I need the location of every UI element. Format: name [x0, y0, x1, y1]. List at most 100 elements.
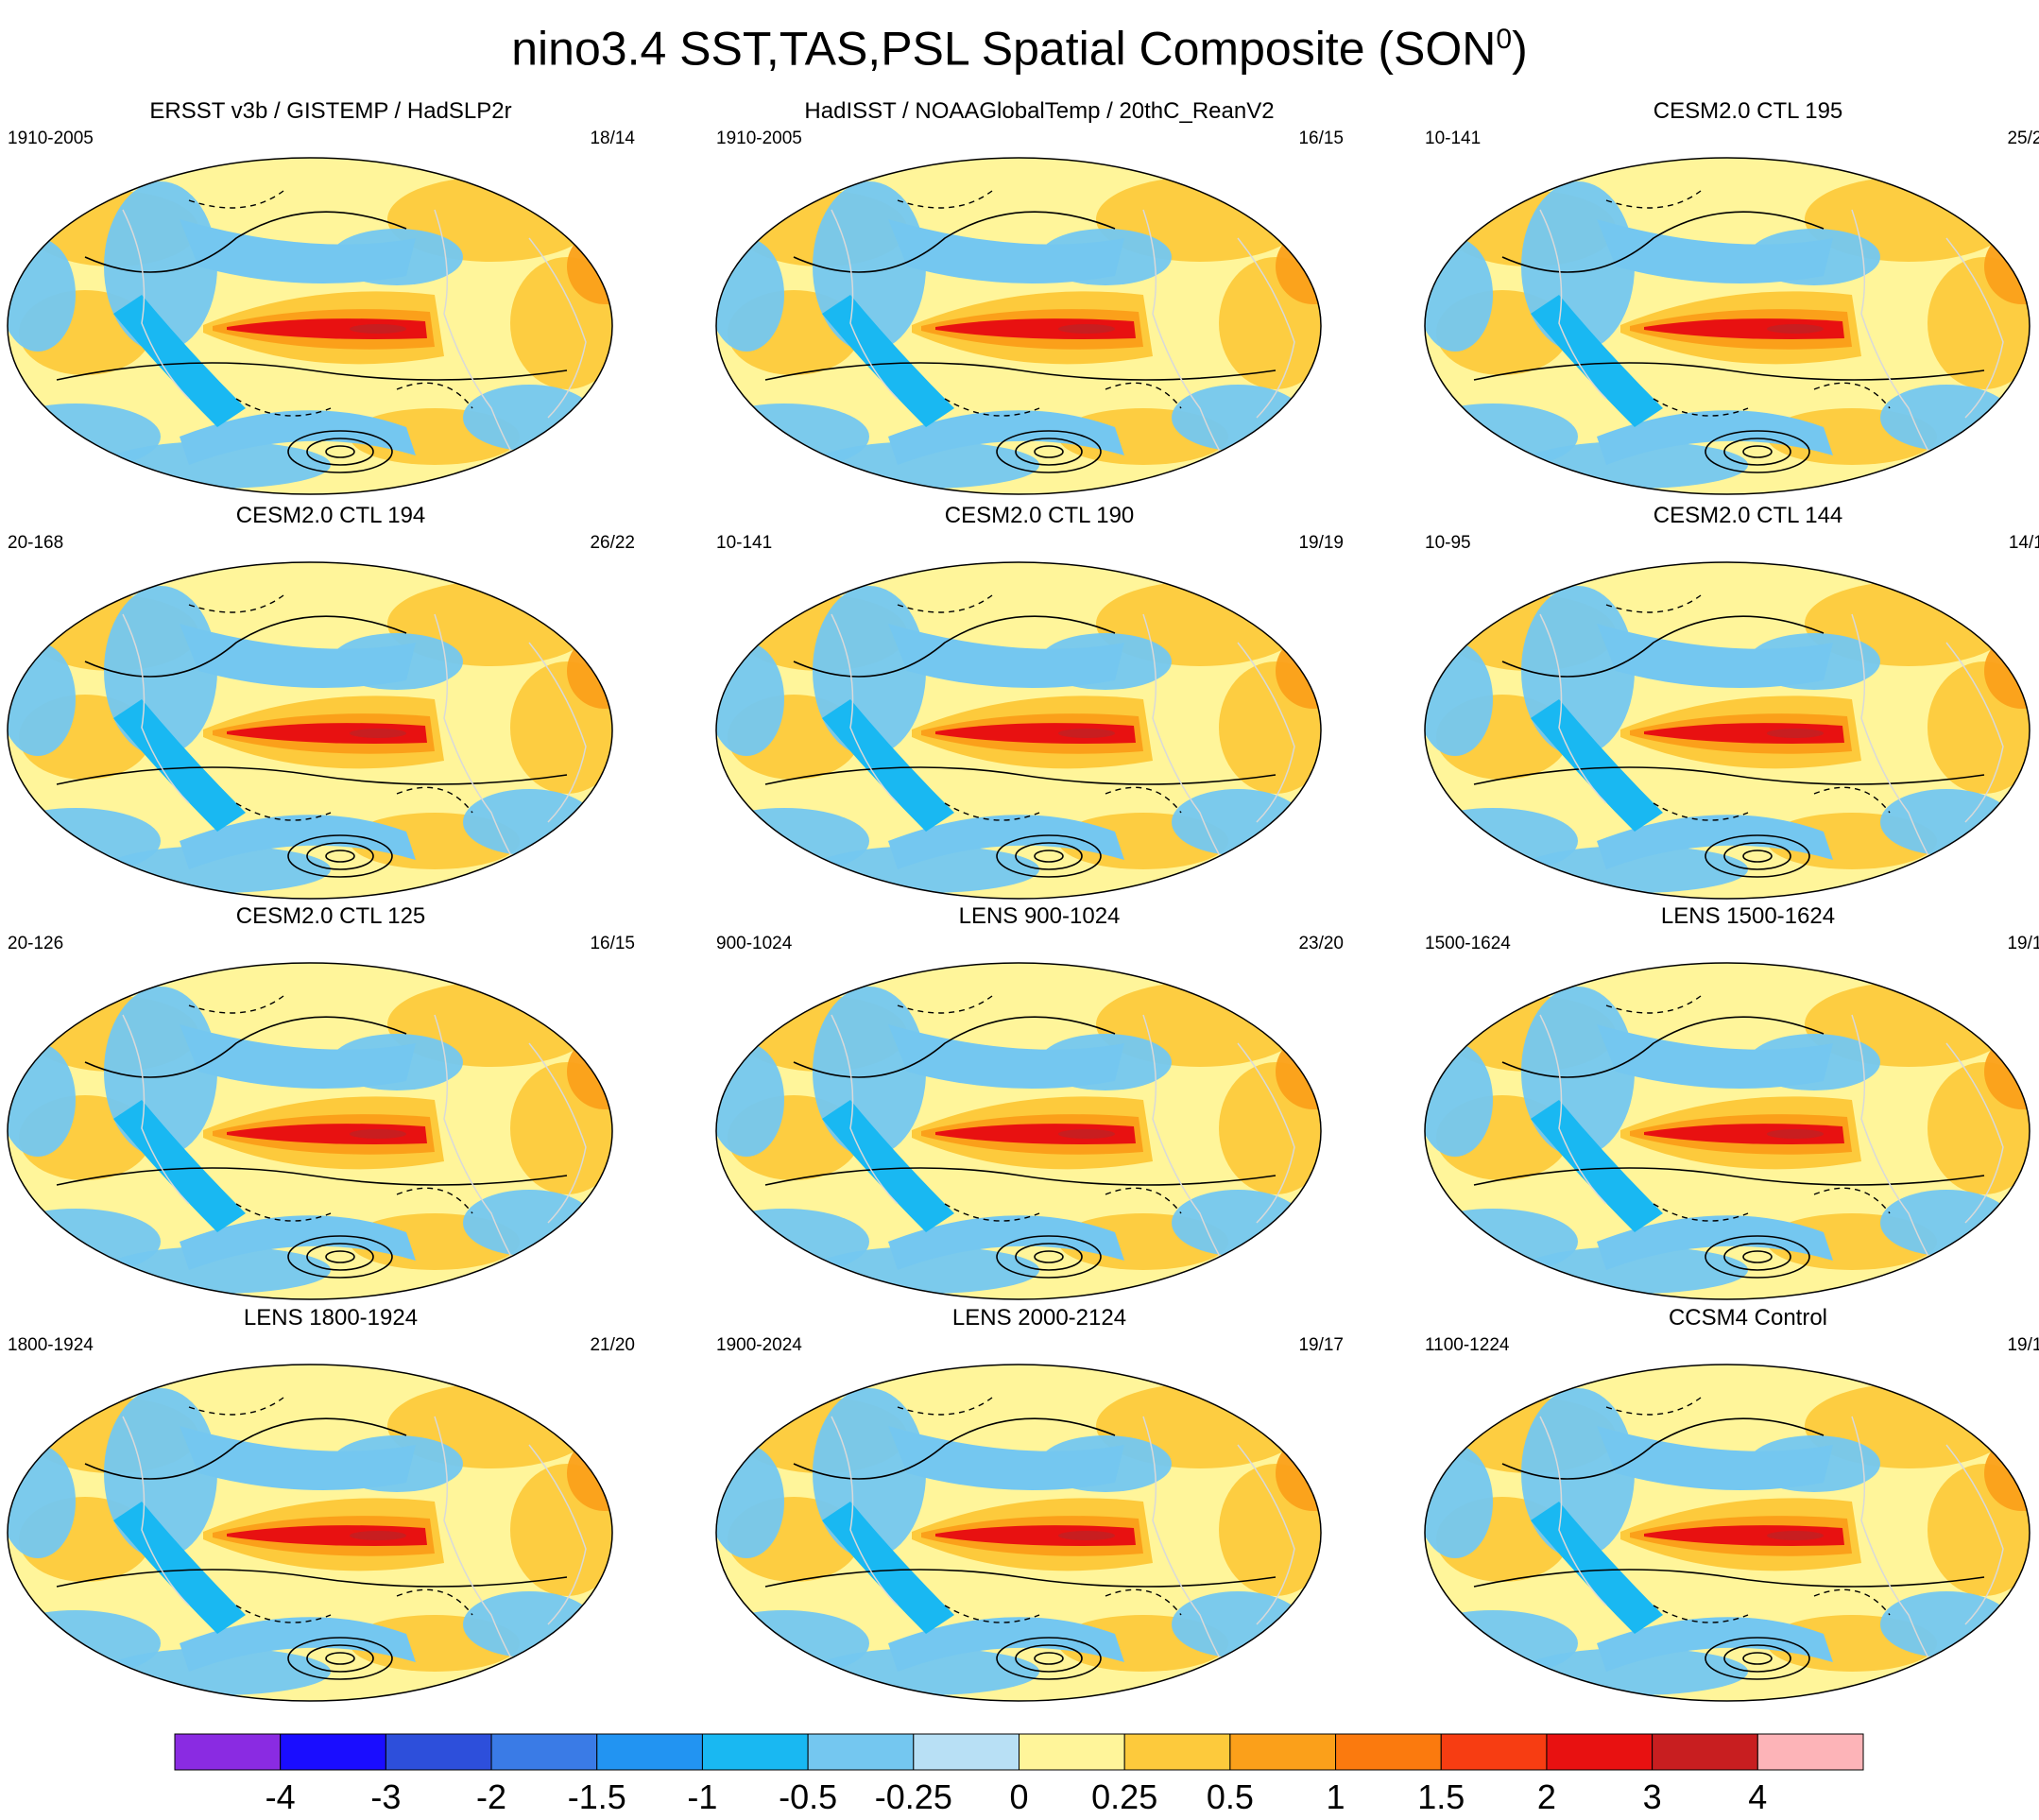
cool-horseshoe-south: [888, 815, 1124, 869]
anomaly-patch: [1880, 1591, 2013, 1657]
map-panel: LENS 900-1024 900-1024 23/20: [709, 903, 1370, 1305]
coastline: [831, 1416, 899, 1606]
coastline: [1539, 613, 1607, 804]
anomaly-patch: [1219, 1062, 1321, 1194]
cool-horseshoe-north: [888, 624, 1124, 688]
slp-contour: [287, 1637, 393, 1680]
slp-contour: [1473, 1167, 1985, 1186]
composite-map: [715, 962, 1322, 1300]
panel-years: 10-141: [1425, 129, 1482, 148]
panel-count: 14/11: [2008, 533, 2039, 553]
slp-contour: [306, 1644, 374, 1673]
coastline: [1237, 237, 1295, 419]
composite-map: [715, 561, 1322, 900]
warm-tongue-peak: [1767, 1129, 1824, 1139]
slp-contour: [1473, 766, 1985, 785]
colorbar-swatch: [596, 1733, 703, 1771]
slp-contour: [325, 445, 355, 458]
coastline: [528, 1444, 587, 1625]
colorbar-swatch: [1335, 1733, 1442, 1771]
colorbar-swatch: [385, 1733, 492, 1771]
slp-contour: [1723, 1243, 1791, 1271]
anomaly-patch: [1880, 789, 2013, 855]
cool-horseshoe-north: [1597, 624, 1833, 688]
slp-contour-negative: [235, 398, 332, 417]
slp-contour: [1015, 1644, 1083, 1673]
slp-contour-negative: [188, 594, 284, 613]
warm-tongue-peak: [1767, 324, 1824, 334]
anomaly-patch: [510, 1062, 612, 1194]
anomaly-patch: [1425, 1445, 1493, 1558]
slp-contour-negative: [897, 995, 993, 1014]
slp-contour-negative: [1605, 190, 1702, 209]
slp-contour: [1742, 850, 1773, 863]
cool-warm-pool: [113, 1100, 246, 1232]
slp-contour: [1742, 1652, 1773, 1665]
anomaly-patch: [567, 633, 612, 709]
cool-warm-pool: [822, 1100, 954, 1232]
colorbar-tick-label: 4: [1748, 1777, 1768, 1816]
coastline: [1539, 1416, 1607, 1606]
panel-count: 18/14: [590, 129, 635, 148]
composite-map: [7, 157, 613, 495]
slp-contour: [1742, 445, 1773, 458]
slp-contour: [1705, 430, 1810, 473]
cool-horseshoe-south: [1597, 1617, 1833, 1672]
cool-horseshoe-south: [180, 410, 416, 465]
map-outline: [715, 157, 1322, 495]
warm-tongue-core: [227, 723, 427, 744]
colorbar-swatch: [280, 1733, 386, 1771]
slp-contour: [793, 211, 1116, 273]
anomaly-patch: [1172, 1190, 1304, 1256]
cool-horseshoe-north: [180, 219, 416, 283]
slp-contour: [325, 1652, 355, 1665]
colorbar-tick-label: 1.5: [1417, 1777, 1465, 1816]
slp-contour: [1015, 438, 1083, 466]
colorbar-tick-label: -4: [265, 1777, 296, 1816]
colorbar-swatch: [1019, 1733, 1125, 1771]
cool-horseshoe-north: [1597, 219, 1833, 283]
figure-title: nino3.4 SST,TAS,PSL Spatial Composite (S…: [0, 11, 2039, 77]
cool-warm-pool: [113, 1502, 246, 1634]
slp-contour: [996, 430, 1102, 473]
cool-warm-pool: [1531, 295, 1663, 427]
slp-contour-negative: [188, 190, 284, 209]
colorbar-swatch: [1123, 1733, 1231, 1771]
cool-warm-pool: [822, 295, 954, 427]
slp-contour-negative: [235, 1203, 332, 1222]
map-panel: ERSST v3b / GISTEMP / HadSLP2r 1910-2005…: [0, 98, 661, 500]
cool-horseshoe-south: [1597, 1215, 1833, 1270]
slp-contour: [56, 766, 568, 785]
slp-contour: [1501, 1016, 1825, 1078]
slp-contour-negative: [1653, 802, 1749, 821]
anomaly-patch: [510, 257, 612, 389]
colorbar-swatch: [1546, 1733, 1653, 1771]
slp-contour: [1034, 1250, 1064, 1263]
slp-contour-negative: [944, 802, 1040, 821]
panel-count: 19/19: [1298, 533, 1344, 553]
anomaly-patch: [463, 1591, 595, 1657]
composite-map: [1424, 157, 2030, 495]
map-outline: [1424, 962, 2030, 1300]
warm-tongue-core: [1644, 1124, 1844, 1144]
panel-years: 20-168: [8, 533, 64, 553]
slp-contour: [996, 1637, 1102, 1680]
slp-contour: [1473, 362, 1985, 381]
anomaly-patch: [8, 238, 76, 352]
warm-tongue-core: [935, 318, 1136, 339]
warm-tongue-core: [935, 1124, 1136, 1144]
cool-horseshoe-north: [180, 1024, 416, 1089]
anomaly-patch: [716, 1043, 784, 1157]
anomaly-patch: [1219, 661, 1321, 794]
coastline: [434, 1014, 530, 1285]
slp-contour: [306, 842, 374, 870]
slp-contour: [56, 1167, 568, 1186]
panel-count: 19/17: [1298, 1335, 1344, 1355]
colorbar-tick-label: -1.5: [567, 1777, 626, 1816]
slp-contour-negative: [235, 1605, 332, 1623]
warm-tongue-peak: [1767, 729, 1824, 738]
colorbar-swatch: [913, 1733, 1020, 1771]
slp-contour-negative: [897, 1397, 993, 1416]
warm-tongue-core: [1644, 723, 1844, 744]
slp-contour-negative: [897, 190, 993, 209]
